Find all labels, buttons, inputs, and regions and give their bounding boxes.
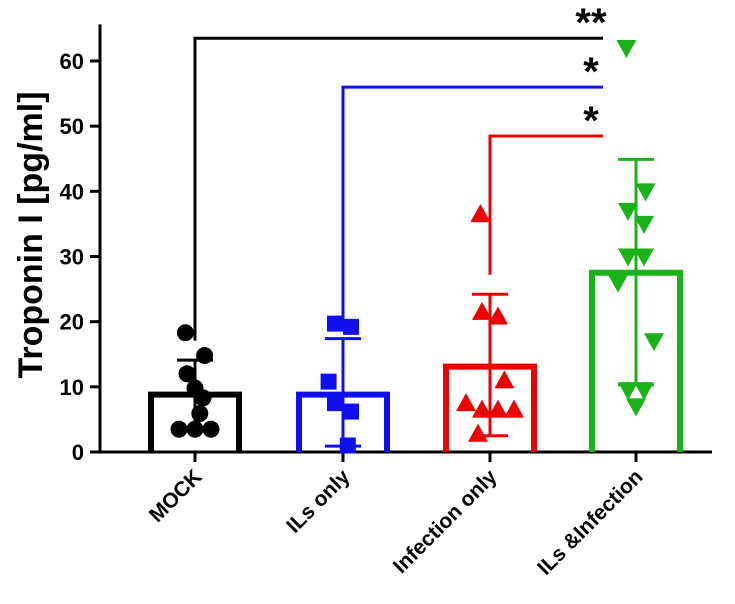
data-point [635, 183, 656, 202]
data-point [178, 365, 196, 383]
x-tick-label: ILs only [282, 465, 355, 538]
axes: 0 10 20 30 40 50 60 MOCK ILs only Infection only I… [60, 24, 712, 580]
y-tick-label: 0 [72, 440, 84, 465]
data-point [634, 382, 654, 401]
data-point [170, 420, 188, 438]
y-tick-label: 10 [60, 375, 84, 400]
data-point [191, 405, 209, 423]
data-point [504, 399, 524, 418]
bars [148, 157, 683, 452]
significance-label: * [583, 99, 599, 143]
x-tick-label: ILs &Infection [533, 465, 647, 579]
y-tick-label: 50 [60, 114, 84, 139]
data-point [343, 318, 359, 335]
data-point [470, 204, 491, 223]
data-point [327, 315, 343, 332]
data-point [194, 389, 212, 407]
data-point [634, 248, 654, 267]
data-point [644, 333, 664, 352]
data-point [186, 420, 204, 438]
data-point [626, 398, 646, 417]
data-point [472, 399, 492, 418]
data-point [616, 39, 637, 58]
data-point [327, 395, 343, 412]
significance-label: * [583, 50, 599, 94]
x-tick-label: MOCK [145, 465, 207, 527]
data-point [339, 437, 356, 454]
data-point [618, 202, 638, 221]
y-tick-label: 40 [60, 179, 84, 204]
data-points [170, 39, 664, 454]
data-point [472, 301, 492, 320]
significance-bracket [341, 85, 603, 320]
data-point [196, 347, 214, 365]
data-point [488, 306, 508, 325]
significance-label: ** [575, 1, 607, 45]
y-axis-label: Troponin I [pg/ml] [12, 91, 50, 378]
data-point [176, 324, 194, 342]
data-point [618, 248, 638, 267]
y-tick-label: 20 [60, 310, 84, 335]
data-point [456, 393, 476, 412]
significance-brackets: **** [193, 1, 607, 341]
data-point [468, 423, 488, 442]
data-point [488, 399, 508, 418]
data-point [202, 420, 220, 438]
data-point [320, 373, 337, 390]
data-point [343, 403, 359, 420]
data-point [634, 215, 654, 234]
data-point [608, 274, 628, 293]
significance-bracket [193, 36, 603, 341]
x-tick-label: Infection only [389, 465, 502, 578]
data-point [618, 382, 638, 401]
significance-bracket [488, 134, 603, 275]
y-tick-label: 60 [60, 49, 84, 74]
y-tick-label: 30 [60, 245, 84, 270]
data-point [494, 370, 515, 389]
